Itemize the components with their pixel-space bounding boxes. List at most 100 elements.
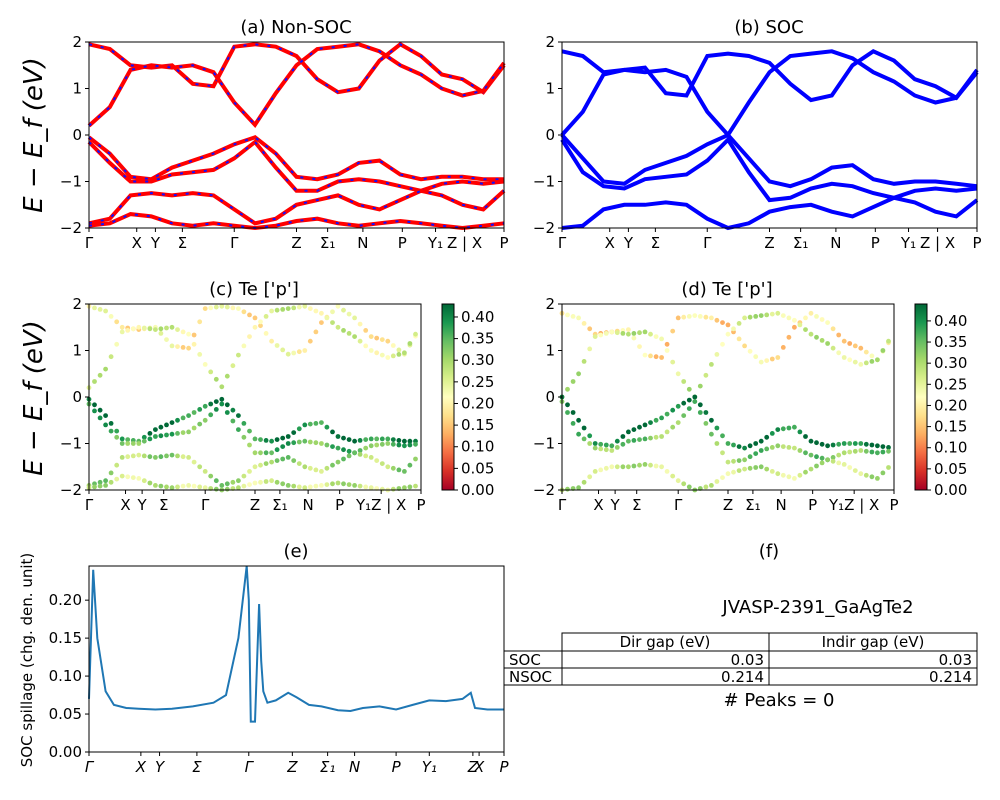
band-point xyxy=(92,379,97,384)
band-point xyxy=(153,427,158,432)
band-point xyxy=(252,450,258,456)
band-point xyxy=(764,446,770,452)
band-point xyxy=(368,485,374,491)
band-point xyxy=(114,462,120,468)
band-point xyxy=(570,314,576,319)
band-point xyxy=(230,407,236,413)
y-tick-label: 0.00 xyxy=(49,743,82,761)
band-point xyxy=(659,434,664,439)
band-point xyxy=(581,359,587,364)
band-point xyxy=(141,478,147,484)
band-point xyxy=(659,415,664,421)
band-point xyxy=(675,403,681,409)
band-point xyxy=(258,323,263,329)
band-point xyxy=(368,436,374,442)
band-point xyxy=(224,373,230,379)
panel-b-yticks: 2 1 0 −1 −2 xyxy=(533,33,562,237)
band-point xyxy=(642,352,648,358)
colorbar-tick-label: 0.35 xyxy=(461,330,494,348)
x-tick-label: Y xyxy=(137,496,148,514)
band-point xyxy=(598,332,604,338)
band-point xyxy=(407,341,413,346)
band-line xyxy=(561,195,979,231)
x-tick-label: Z | X xyxy=(920,234,955,252)
band-point xyxy=(664,469,670,474)
panel-c-colorbar: 0.40 0.35 0.30 0.25 0.20 0.15 0.10 0.05 0.00 xyxy=(441,303,494,499)
band-point xyxy=(407,438,413,444)
band-point xyxy=(648,462,653,468)
band-point xyxy=(114,476,120,482)
band-point xyxy=(280,307,286,312)
band-point xyxy=(114,319,120,325)
band-point xyxy=(592,469,598,474)
band-point xyxy=(753,441,759,446)
band-point xyxy=(341,328,346,333)
band-point xyxy=(614,330,620,336)
band-point xyxy=(296,439,302,445)
band-point xyxy=(648,353,653,359)
band-point xyxy=(202,403,208,409)
panel-c-ylabel: E − E_f (eV) xyxy=(19,320,49,476)
band-point xyxy=(709,417,714,423)
band-point xyxy=(714,425,720,431)
x-tick-label: Σ xyxy=(192,758,202,776)
colorbar-tick-label: 0.10 xyxy=(934,439,967,457)
band-point xyxy=(792,445,797,451)
x-tick-label: Γ xyxy=(230,234,239,252)
band-point xyxy=(158,433,164,439)
band-point xyxy=(852,448,858,454)
band-point xyxy=(263,314,269,319)
band-point xyxy=(814,454,819,460)
band-point xyxy=(880,348,886,353)
band-point xyxy=(247,482,252,487)
band-point xyxy=(858,448,864,453)
band-point xyxy=(108,479,114,485)
band-point xyxy=(797,448,803,453)
band-point xyxy=(319,420,324,425)
band-point xyxy=(335,434,341,439)
band-point xyxy=(224,410,230,415)
band-point xyxy=(125,474,131,480)
band-point xyxy=(97,372,103,378)
band-point xyxy=(742,445,747,451)
x-tick-label: Γ xyxy=(558,496,567,514)
band-point xyxy=(330,309,335,315)
band-point xyxy=(285,434,291,439)
band-point xyxy=(581,321,587,326)
band-point xyxy=(180,415,186,421)
band-point xyxy=(296,461,302,466)
band-point xyxy=(119,441,125,446)
band-point xyxy=(247,469,252,474)
band-point xyxy=(764,466,770,472)
band-point xyxy=(886,465,891,470)
band-point xyxy=(609,448,615,453)
band-point xyxy=(291,430,297,435)
band-point xyxy=(108,428,114,434)
band-point xyxy=(880,470,886,476)
x-tick-label: P xyxy=(335,496,344,514)
band-point xyxy=(880,444,886,449)
band-point xyxy=(626,327,631,332)
band-point xyxy=(307,338,313,344)
band-line xyxy=(88,188,506,226)
band-point xyxy=(847,357,853,363)
band-point xyxy=(413,483,418,489)
band-point xyxy=(302,303,308,309)
band-point xyxy=(169,324,175,330)
band-point xyxy=(119,329,125,335)
band-point xyxy=(296,304,302,310)
band-point xyxy=(686,314,692,319)
band-point xyxy=(825,443,830,449)
band-point xyxy=(764,434,770,440)
band-point xyxy=(758,438,764,444)
band-point xyxy=(263,461,269,466)
band-point xyxy=(620,331,626,336)
band-point xyxy=(407,462,413,468)
band-point xyxy=(313,308,319,314)
band-point xyxy=(780,345,786,350)
band-point xyxy=(103,366,108,372)
band-point xyxy=(236,413,241,418)
band-point xyxy=(709,315,714,321)
y-tick-label: 0.15 xyxy=(49,629,82,647)
band-point xyxy=(792,324,797,330)
